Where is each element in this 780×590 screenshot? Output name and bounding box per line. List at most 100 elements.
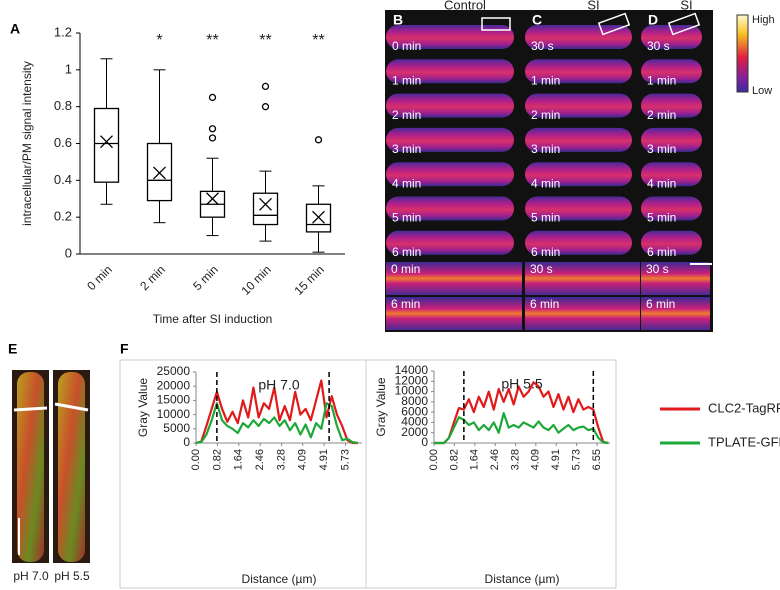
time-label: 1 min [647, 73, 676, 87]
y-axis-label: intracellular/PM signal intensity [20, 61, 34, 226]
x-tick-label: 0.00 [190, 449, 202, 470]
series-line [195, 402, 359, 445]
x-tick-label: 3.28 [276, 449, 288, 470]
time-label: 5 min [647, 211, 676, 225]
y-tick-label: 4000 [401, 415, 428, 429]
series-line [434, 412, 609, 445]
time-label: 4 min [392, 176, 421, 190]
zoom-time-label: 6 min [530, 297, 559, 311]
time-label: 0 min [392, 39, 421, 53]
x-tick-label: 4.09 [530, 449, 542, 470]
roi-box [667, 12, 701, 36]
zoom-time-label: 0 min [391, 262, 420, 276]
box [305, 203, 332, 233]
outlier [261, 82, 270, 91]
annotation: pH 7.0 [258, 377, 299, 393]
box [93, 107, 120, 183]
y-axis-label: Gray Value [136, 378, 150, 437]
significance: ** [206, 32, 218, 49]
micrograph-cell [641, 162, 702, 187]
time-label: 30 s [531, 39, 554, 53]
x-tick-label: 4.09 [297, 449, 309, 470]
zoom-image [641, 262, 710, 295]
mean-marker [153, 166, 166, 180]
series-line [434, 381, 609, 445]
micrograph-cell [641, 127, 702, 152]
legend-label: TPLATE-GFP [708, 434, 780, 449]
column-title: SI [587, 0, 599, 12]
micrograph-cell [525, 93, 632, 118]
ph-label: pH 7.0 [13, 569, 49, 583]
y-tick-label: 20000 [157, 378, 191, 392]
x-tick-label: 0 min [84, 262, 115, 293]
x-tick-label: 0.82 [448, 449, 460, 470]
x-tick-label: 2 min [137, 262, 168, 293]
y-tick-label: 1.2 [54, 24, 72, 39]
mean-marker [100, 135, 113, 149]
x-tick-label: 5 min [190, 262, 221, 293]
y-tick-label: 10000 [395, 384, 429, 398]
micrograph-cell [386, 25, 514, 49]
y-tick-label: 0 [183, 435, 190, 449]
roi-box [597, 12, 631, 36]
significance: ** [259, 32, 271, 49]
y-tick-label: 0.8 [54, 98, 72, 113]
zoom-time-label: 30 s [646, 262, 669, 276]
roi-box [481, 17, 511, 31]
micrograph-cell [525, 162, 632, 187]
x-tick-label: 5.73 [571, 449, 583, 470]
zoom-image [386, 297, 522, 330]
micrograph-cell [525, 25, 632, 49]
time-label: 6 min [647, 245, 676, 259]
y-tick-label: 0 [421, 435, 428, 449]
panel-label: B [393, 12, 403, 28]
x-axis-label: Distance (µm) [242, 572, 317, 586]
time-label: 5 min [531, 211, 560, 225]
outlier [208, 134, 217, 142]
y-tick-label: 0.4 [54, 172, 72, 187]
panel-label: A [10, 21, 20, 37]
y-tick-label: 10000 [157, 407, 191, 421]
y-tick-label: 0 [65, 245, 72, 260]
zoom-image [641, 297, 710, 330]
x-tick-label: 4.91 [550, 449, 562, 470]
x-tick-label: 2.46 [254, 449, 266, 470]
x-tick-label: 1.64 [469, 449, 481, 470]
colorbar-label: Low [752, 85, 772, 97]
significance: ** [312, 32, 324, 49]
micrograph-cell [641, 59, 702, 84]
roi-line [13, 406, 48, 412]
micrograph-cell [641, 230, 702, 255]
roi-line [54, 402, 89, 412]
micrograph-cell [641, 93, 702, 118]
micrograph-cell [386, 59, 514, 84]
time-label: 3 min [392, 142, 421, 156]
time-label: 2 min [647, 108, 676, 122]
cell-image [58, 372, 85, 562]
x-tick-label: 2.46 [489, 449, 501, 470]
colorbar-label: High [752, 14, 775, 26]
panel-label: E [8, 341, 17, 357]
series-line [195, 379, 358, 445]
significance: * [156, 32, 162, 49]
box [252, 192, 279, 226]
time-label: 30 s [647, 39, 670, 53]
column-title: SI [680, 0, 692, 12]
time-label: 1 min [392, 73, 421, 87]
y-tick-label: 5000 [163, 421, 190, 435]
mean-marker [259, 197, 272, 211]
micrograph-cell [386, 196, 514, 221]
legend-label: CLC2-TagRFP [708, 400, 780, 415]
zoom-time-label: 6 min [646, 297, 675, 311]
time-label: 2 min [392, 108, 421, 122]
x-axis-label: Distance (µm) [485, 572, 560, 586]
zoom-image [525, 297, 640, 330]
panel-label: F [120, 341, 129, 357]
micrograph-cell [386, 230, 514, 255]
time-label: 4 min [531, 176, 560, 190]
time-label: 1 min [531, 73, 560, 87]
x-tick-label: 3.28 [510, 449, 522, 470]
micrograph-cell [386, 162, 514, 187]
mean-marker [206, 192, 219, 206]
